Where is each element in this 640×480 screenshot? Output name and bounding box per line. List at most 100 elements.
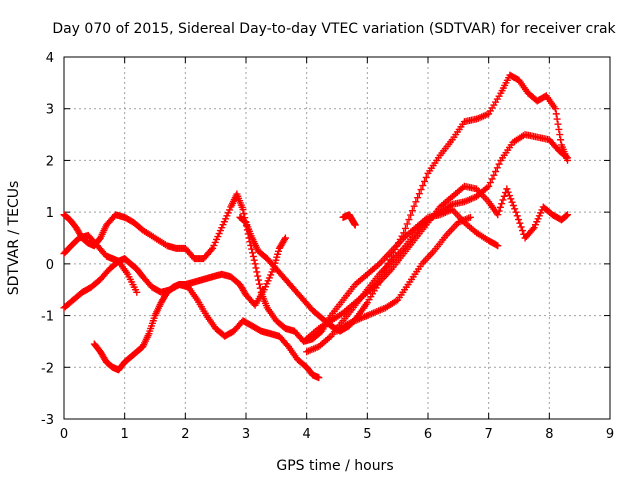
data-point [490,171,498,179]
data-point [315,374,323,382]
series-layer [60,71,572,382]
series-track-d [90,234,289,374]
data-point [251,260,259,268]
series-track-e [236,71,572,335]
data-point [505,192,513,200]
data-point [557,136,565,144]
data-point [529,225,537,233]
plot-frame [63,56,611,420]
data-point [562,153,570,161]
data-point [503,185,511,193]
data-point [551,105,559,113]
data-point [508,198,516,206]
data-point [509,201,517,209]
y-tick-label: 3 [46,103,54,118]
data-point [495,160,503,168]
y-tick-label: -2 [41,361,54,376]
data-point [408,207,416,215]
y-tick-label: 4 [46,51,54,66]
data-point [407,211,415,219]
data-point [516,219,524,227]
data-point [494,242,502,250]
data-point [249,252,257,260]
data-point [485,182,493,190]
data-point [515,216,523,224]
data-point [553,115,561,123]
data-point [511,205,519,213]
data-point [496,203,504,211]
y-tick-label: -3 [41,413,54,428]
data-point [252,264,260,272]
data-point [486,179,494,187]
data-point [564,211,572,219]
data-point [513,212,521,220]
data-point [239,206,247,214]
data-point [552,110,560,118]
data-point [466,213,474,221]
data-point [351,221,359,229]
y-tick-label: 1 [46,206,54,221]
data-point [255,276,263,284]
data-point [253,268,261,276]
x-tick-label: 2 [181,427,189,442]
data-point [415,190,423,198]
y-tick-label: 0 [46,258,54,273]
data-point [281,235,289,243]
chart-title: Day 070 of 2015, Sidereal Day-to-day VTE… [52,21,616,37]
data-point [412,198,420,206]
data-point [281,234,289,242]
x-tick-label: 6 [424,427,432,442]
data-point [422,173,430,181]
data-point [492,168,500,176]
series-track-i [339,211,359,229]
data-point [255,280,263,288]
data-point [254,272,262,280]
data-point [133,288,141,296]
data-point [518,227,526,235]
data-point [488,175,496,183]
data-point [493,164,501,172]
data-point [421,177,429,185]
data-point [401,224,409,232]
data-point [499,196,507,204]
series-track-g [303,182,572,343]
data-point [405,216,413,224]
x-tick-label: 1 [121,427,129,442]
data-point [256,284,264,292]
data-point [563,211,571,219]
tick-layer: 0 1 2 3 4 5 6 7 8 9 -3 -2 -1 0 1 2 3 4 [41,51,614,442]
data-point [517,223,525,231]
y-tick-label: 2 [46,154,54,169]
data-point [410,202,418,210]
data-point [207,246,215,254]
data-point [250,256,258,264]
data-point [507,195,515,203]
data-point [500,192,508,200]
data-point [554,120,562,128]
x-tick-label: 7 [485,427,493,442]
data-point [556,131,564,139]
data-point [403,220,411,228]
x-tick-label: 0 [60,427,68,442]
data-point [417,186,425,194]
series-track-c [60,257,141,312]
x-tick-label: 8 [545,427,553,442]
data-point [498,200,506,208]
x-tick-label: 3 [242,427,250,442]
data-point [494,211,502,219]
data-point [495,207,503,215]
x-tick-label: 5 [363,427,371,442]
x-tick-label: 4 [303,427,311,442]
x-tick-label: 9 [606,427,614,442]
series-track-h [333,213,474,335]
y-tick-label: -1 [41,310,54,325]
data-point [492,241,500,249]
data-point [419,182,427,190]
data-point [555,125,563,133]
data-point [512,208,520,216]
data-point [414,194,422,202]
data-point [564,154,572,162]
data-point [249,249,256,257]
data-point [240,210,248,218]
